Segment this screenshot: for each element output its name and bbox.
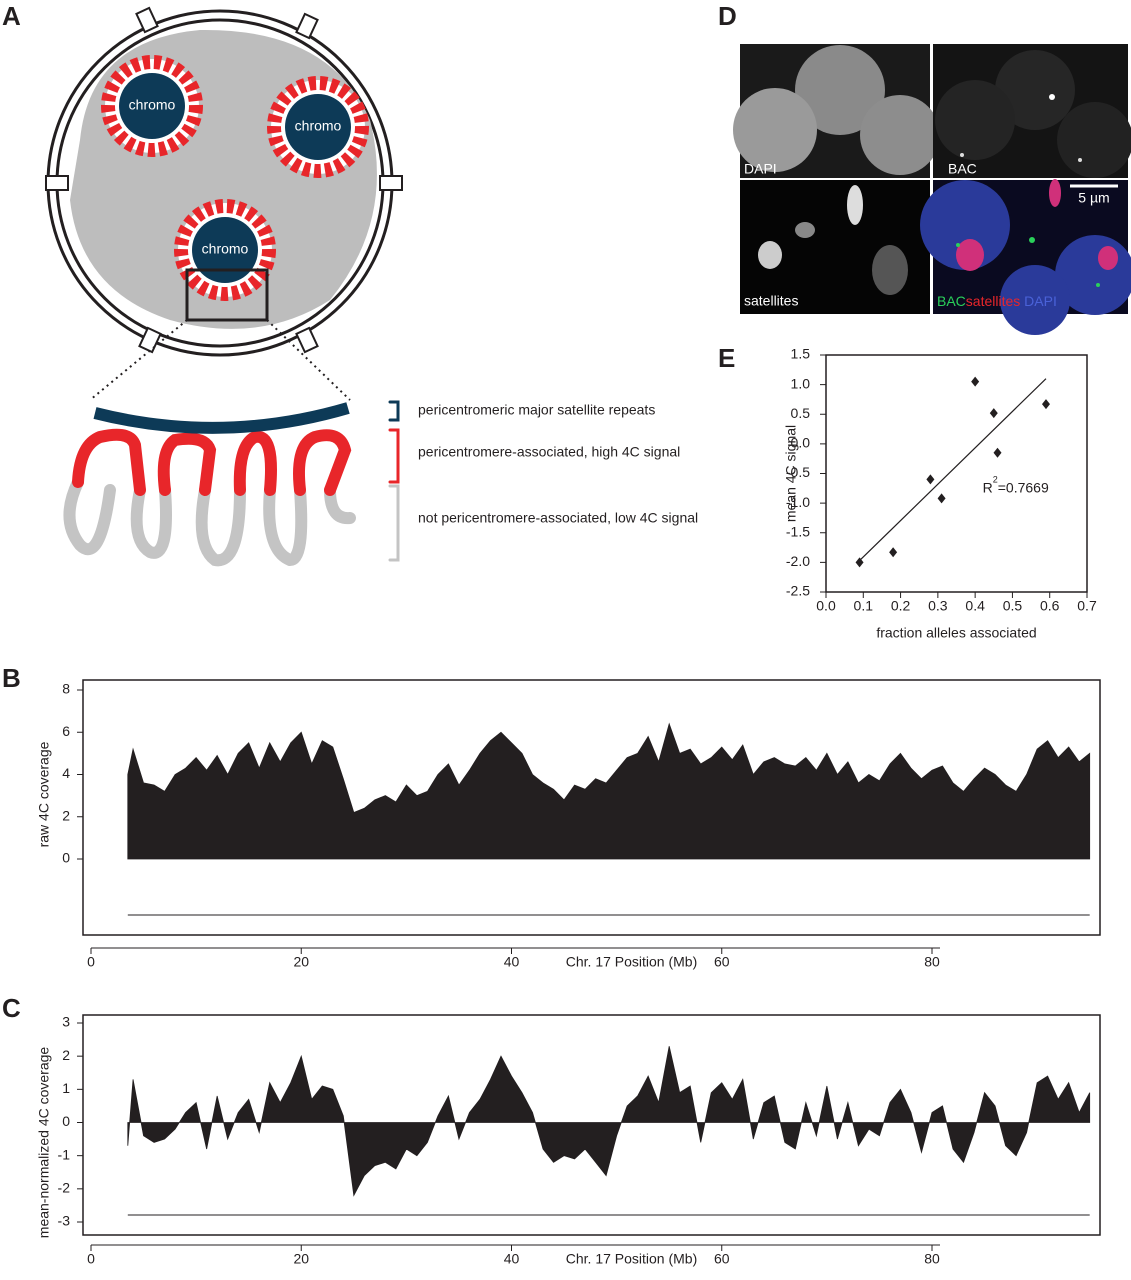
coverage-area (127, 722, 1091, 860)
scatter-point (937, 493, 946, 504)
y-tick-label: -2.5 (786, 583, 810, 599)
microscopy-panel (733, 44, 1131, 335)
chromocenter (174, 199, 276, 301)
coverage-area (127, 1046, 1091, 1197)
x-tick-label: 80 (924, 954, 940, 970)
y-tick-label: -2.0 (786, 553, 810, 569)
merge-label-part: BAC (937, 293, 966, 309)
chromocenter-label: chromo (129, 97, 176, 113)
y-tick-label: -2 (58, 1180, 71, 1196)
y-tick-label: 4 (62, 765, 70, 781)
image-label: BAC (948, 161, 977, 177)
scatter-point (971, 376, 980, 387)
x-tick-label: 0.5 (1003, 598, 1023, 614)
scatter-point (989, 408, 998, 419)
x-tick-label: 60 (714, 1251, 730, 1267)
annotation-part: 2 (993, 475, 998, 485)
y-tick-label: 1.5 (791, 346, 811, 362)
y-tick-label: -1.5 (786, 523, 810, 539)
y-tick-label: -3 (58, 1213, 71, 1229)
x-axis-title: fraction alleles associated (876, 625, 1036, 641)
scatter-point (889, 547, 898, 558)
x-tick-label: 0.4 (965, 598, 985, 614)
panel-label: D (718, 1, 737, 31)
legend-label: pericentromere-associated, high 4C signa… (418, 444, 680, 460)
y-tick-label: -0.5 (786, 464, 810, 480)
chromocenter (101, 55, 203, 157)
y-tick-label: -1 (58, 1146, 71, 1162)
legend-label: not pericentromere-associated, low 4C si… (418, 510, 698, 526)
y-tick-label: 0.5 (791, 405, 811, 421)
y-tick-label: 2 (62, 807, 70, 823)
x-tick-label: 40 (504, 954, 520, 970)
trend-line (859, 378, 1047, 562)
x-tick-label: 0.0 (816, 598, 836, 614)
chromocenter (267, 76, 369, 178)
y-tick-label: 2 (62, 1047, 70, 1063)
x-tick-label: 40 (504, 1251, 520, 1267)
y-tick-label: 6 (62, 723, 70, 739)
y-tick-label: 8 (62, 681, 70, 697)
annotation-part: R (983, 479, 993, 495)
scatter-point (926, 474, 935, 485)
x-tick-label: 20 (293, 954, 309, 970)
x-tick-label: 20 (293, 1251, 309, 1267)
y-tick-label: 0 (62, 850, 70, 866)
merge-label: BACsatellites DAPI (937, 293, 1057, 309)
chromocenter-label: chromo (295, 118, 342, 134)
image-label: DAPI (744, 161, 777, 177)
chromocenter-label: chromo (202, 241, 249, 257)
panel-label: E (718, 343, 735, 373)
panel-label: A (2, 1, 21, 31)
y-tick-label: -1.0 (786, 494, 810, 510)
x-tick-label: 0.1 (854, 598, 874, 614)
merge-label-part: DAPI (1024, 293, 1057, 309)
scatter-point (855, 557, 864, 568)
scatter-point (993, 447, 1002, 458)
x-tick-label: 80 (924, 1251, 940, 1267)
x-tick-label: 0 (87, 954, 95, 970)
x-tick-label: 0.3 (928, 598, 948, 614)
x-tick-label: 0.6 (1040, 598, 1060, 614)
y-tick-label: 1.0 (791, 375, 811, 391)
annotation-part: =0.7669 (998, 479, 1049, 495)
zoom-schematic (63, 400, 400, 567)
y-axis-title: mean 4C signal (783, 425, 799, 522)
y-axis-title: mean-normalized 4C coverage (36, 1047, 52, 1239)
x-axis-title: Chr. 17 Position (Mb) (566, 954, 698, 970)
x-axis-title: Chr. 17 Position (Mb) (566, 1251, 698, 1267)
annotation: R2=0.7669 (983, 475, 1049, 495)
panel-label: C (2, 993, 21, 1023)
y-axis-title: raw 4C coverage (36, 741, 52, 847)
x-tick-label: 0.7 (1077, 598, 1097, 614)
y-tick-label: 0.0 (791, 435, 811, 451)
nucleus-diagram: chromo chromo chromo (45, 6, 403, 401)
scatter-point (1041, 399, 1050, 410)
y-tick-label: 3 (62, 1014, 70, 1030)
panel-label: B (2, 663, 21, 693)
plot-frame (82, 679, 1101, 936)
image-label: satellites (744, 293, 798, 309)
x-tick-label: 0 (87, 1251, 95, 1267)
y-tick-label: 0 (62, 1113, 70, 1129)
x-tick-label: 0.2 (891, 598, 911, 614)
plot-frame (82, 1014, 1101, 1236)
x-tick-label: 60 (714, 954, 730, 970)
scale-bar-label: 5 µm (1078, 190, 1109, 206)
plot-frame (825, 354, 1088, 593)
y-tick-label: 1 (62, 1080, 70, 1096)
merge-label-part: satellites (966, 293, 1020, 309)
legend-label: pericentromeric major satellite repeats (418, 402, 655, 418)
